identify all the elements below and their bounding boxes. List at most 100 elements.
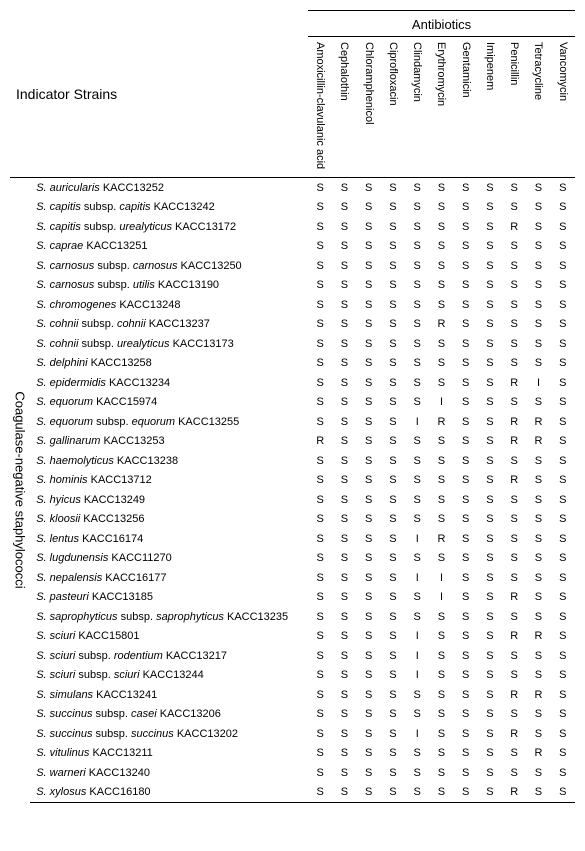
value-cell: S [381,568,405,588]
value-cell: S [502,529,526,549]
value-cell: S [381,237,405,257]
value-cell: S [454,490,478,510]
strain-name: S. pasteuri KACC13185 [30,588,308,608]
value-cell: S [454,646,478,666]
value-cell: I [405,412,429,432]
value-cell: S [478,607,502,627]
value-cell: S [454,451,478,471]
value-cell: S [308,490,332,510]
value-cell: S [308,178,332,198]
strain-name: S. sciuri KACC15801 [30,627,308,647]
value-cell: S [551,237,575,257]
value-cell: S [526,451,550,471]
table-row: S. warneri KACC13240SSSSSSSSSSS [10,763,575,783]
value-cell: S [478,256,502,276]
value-cell: S [526,529,550,549]
value-cell: S [454,666,478,686]
value-cell: S [332,393,356,413]
antibiotic-column-header: Amoxicillin-clavulanic acid [308,37,332,178]
value-cell: S [381,549,405,569]
value-cell: S [551,217,575,237]
value-cell: S [357,178,381,198]
value-cell: S [381,315,405,335]
value-cell: S [478,295,502,315]
antibiotic-column-header: Penicillin [502,37,526,178]
value-cell: S [429,276,453,296]
value-cell: I [429,393,453,413]
value-cell: S [478,490,502,510]
value-cell: S [308,373,332,393]
value-cell: S [405,198,429,218]
value-cell: S [357,510,381,530]
value-cell: S [357,685,381,705]
value-cell: S [454,412,478,432]
value-cell: S [405,373,429,393]
value-cell: S [502,549,526,569]
value-cell: S [429,724,453,744]
value-cell: S [308,627,332,647]
value-cell: S [478,373,502,393]
value-cell: S [551,393,575,413]
value-cell: S [454,237,478,257]
value-cell: S [405,685,429,705]
antibiotic-column-header: Clindamycin [405,37,429,178]
antibiotic-label: Penicillin [508,42,520,85]
value-cell: S [551,315,575,335]
value-cell: S [381,627,405,647]
value-cell: S [405,237,429,257]
table-row: S. chromogenes KACC13248SSSSSSSSSSS [10,295,575,315]
value-cell: S [526,393,550,413]
value-cell: S [405,432,429,452]
value-cell: S [478,471,502,491]
value-cell: S [429,666,453,686]
table-row: S. hyicus KACC13249SSSSSSSSSSS [10,490,575,510]
value-cell: S [551,646,575,666]
value-cell: S [526,763,550,783]
value-cell: S [332,705,356,725]
value-cell: R [429,315,453,335]
value-cell: S [332,471,356,491]
table-row: Coagulase-negative staphylococciS. auric… [10,178,575,198]
value-cell: S [454,256,478,276]
value-cell: S [551,529,575,549]
value-cell: S [551,685,575,705]
value-cell: S [551,334,575,354]
value-cell: R [526,685,550,705]
value-cell: S [308,217,332,237]
value-cell: S [308,295,332,315]
value-cell: S [478,237,502,257]
value-cell: S [502,237,526,257]
value-cell: S [332,490,356,510]
table-row: S. lugdunensis KACC11270SSSSSSSSSSS [10,549,575,569]
value-cell: S [308,510,332,530]
table-row: S. succinus subsp. succinus KACC13202SSS… [10,724,575,744]
value-cell: S [405,783,429,803]
value-cell: S [381,198,405,218]
value-cell: S [357,607,381,627]
value-cell: S [357,724,381,744]
value-cell: S [381,783,405,803]
value-cell: S [381,607,405,627]
value-cell: S [381,510,405,530]
antibiotic-column-header: Cephalothin [332,37,356,178]
value-cell: S [454,744,478,764]
table-row: S. sciuri subsp. rodentium KACC13217SSSS… [10,646,575,666]
value-cell: R [526,412,550,432]
value-cell: S [381,256,405,276]
value-cell: S [381,373,405,393]
strain-name: S. succinus subsp. succinus KACC13202 [30,724,308,744]
value-cell: S [381,295,405,315]
value-cell: S [502,666,526,686]
value-cell: I [405,646,429,666]
table-row: S. vitulinus KACC13211SSSSSSSSSRS [10,744,575,764]
value-cell: S [308,412,332,432]
value-cell: S [357,568,381,588]
value-cell: S [405,354,429,374]
value-cell: R [502,412,526,432]
value-cell: I [526,373,550,393]
table-row: S. delphini KACC13258SSSSSSSSSSS [10,354,575,374]
value-cell: S [308,471,332,491]
value-cell: S [478,198,502,218]
value-cell: S [332,354,356,374]
value-cell: S [381,724,405,744]
